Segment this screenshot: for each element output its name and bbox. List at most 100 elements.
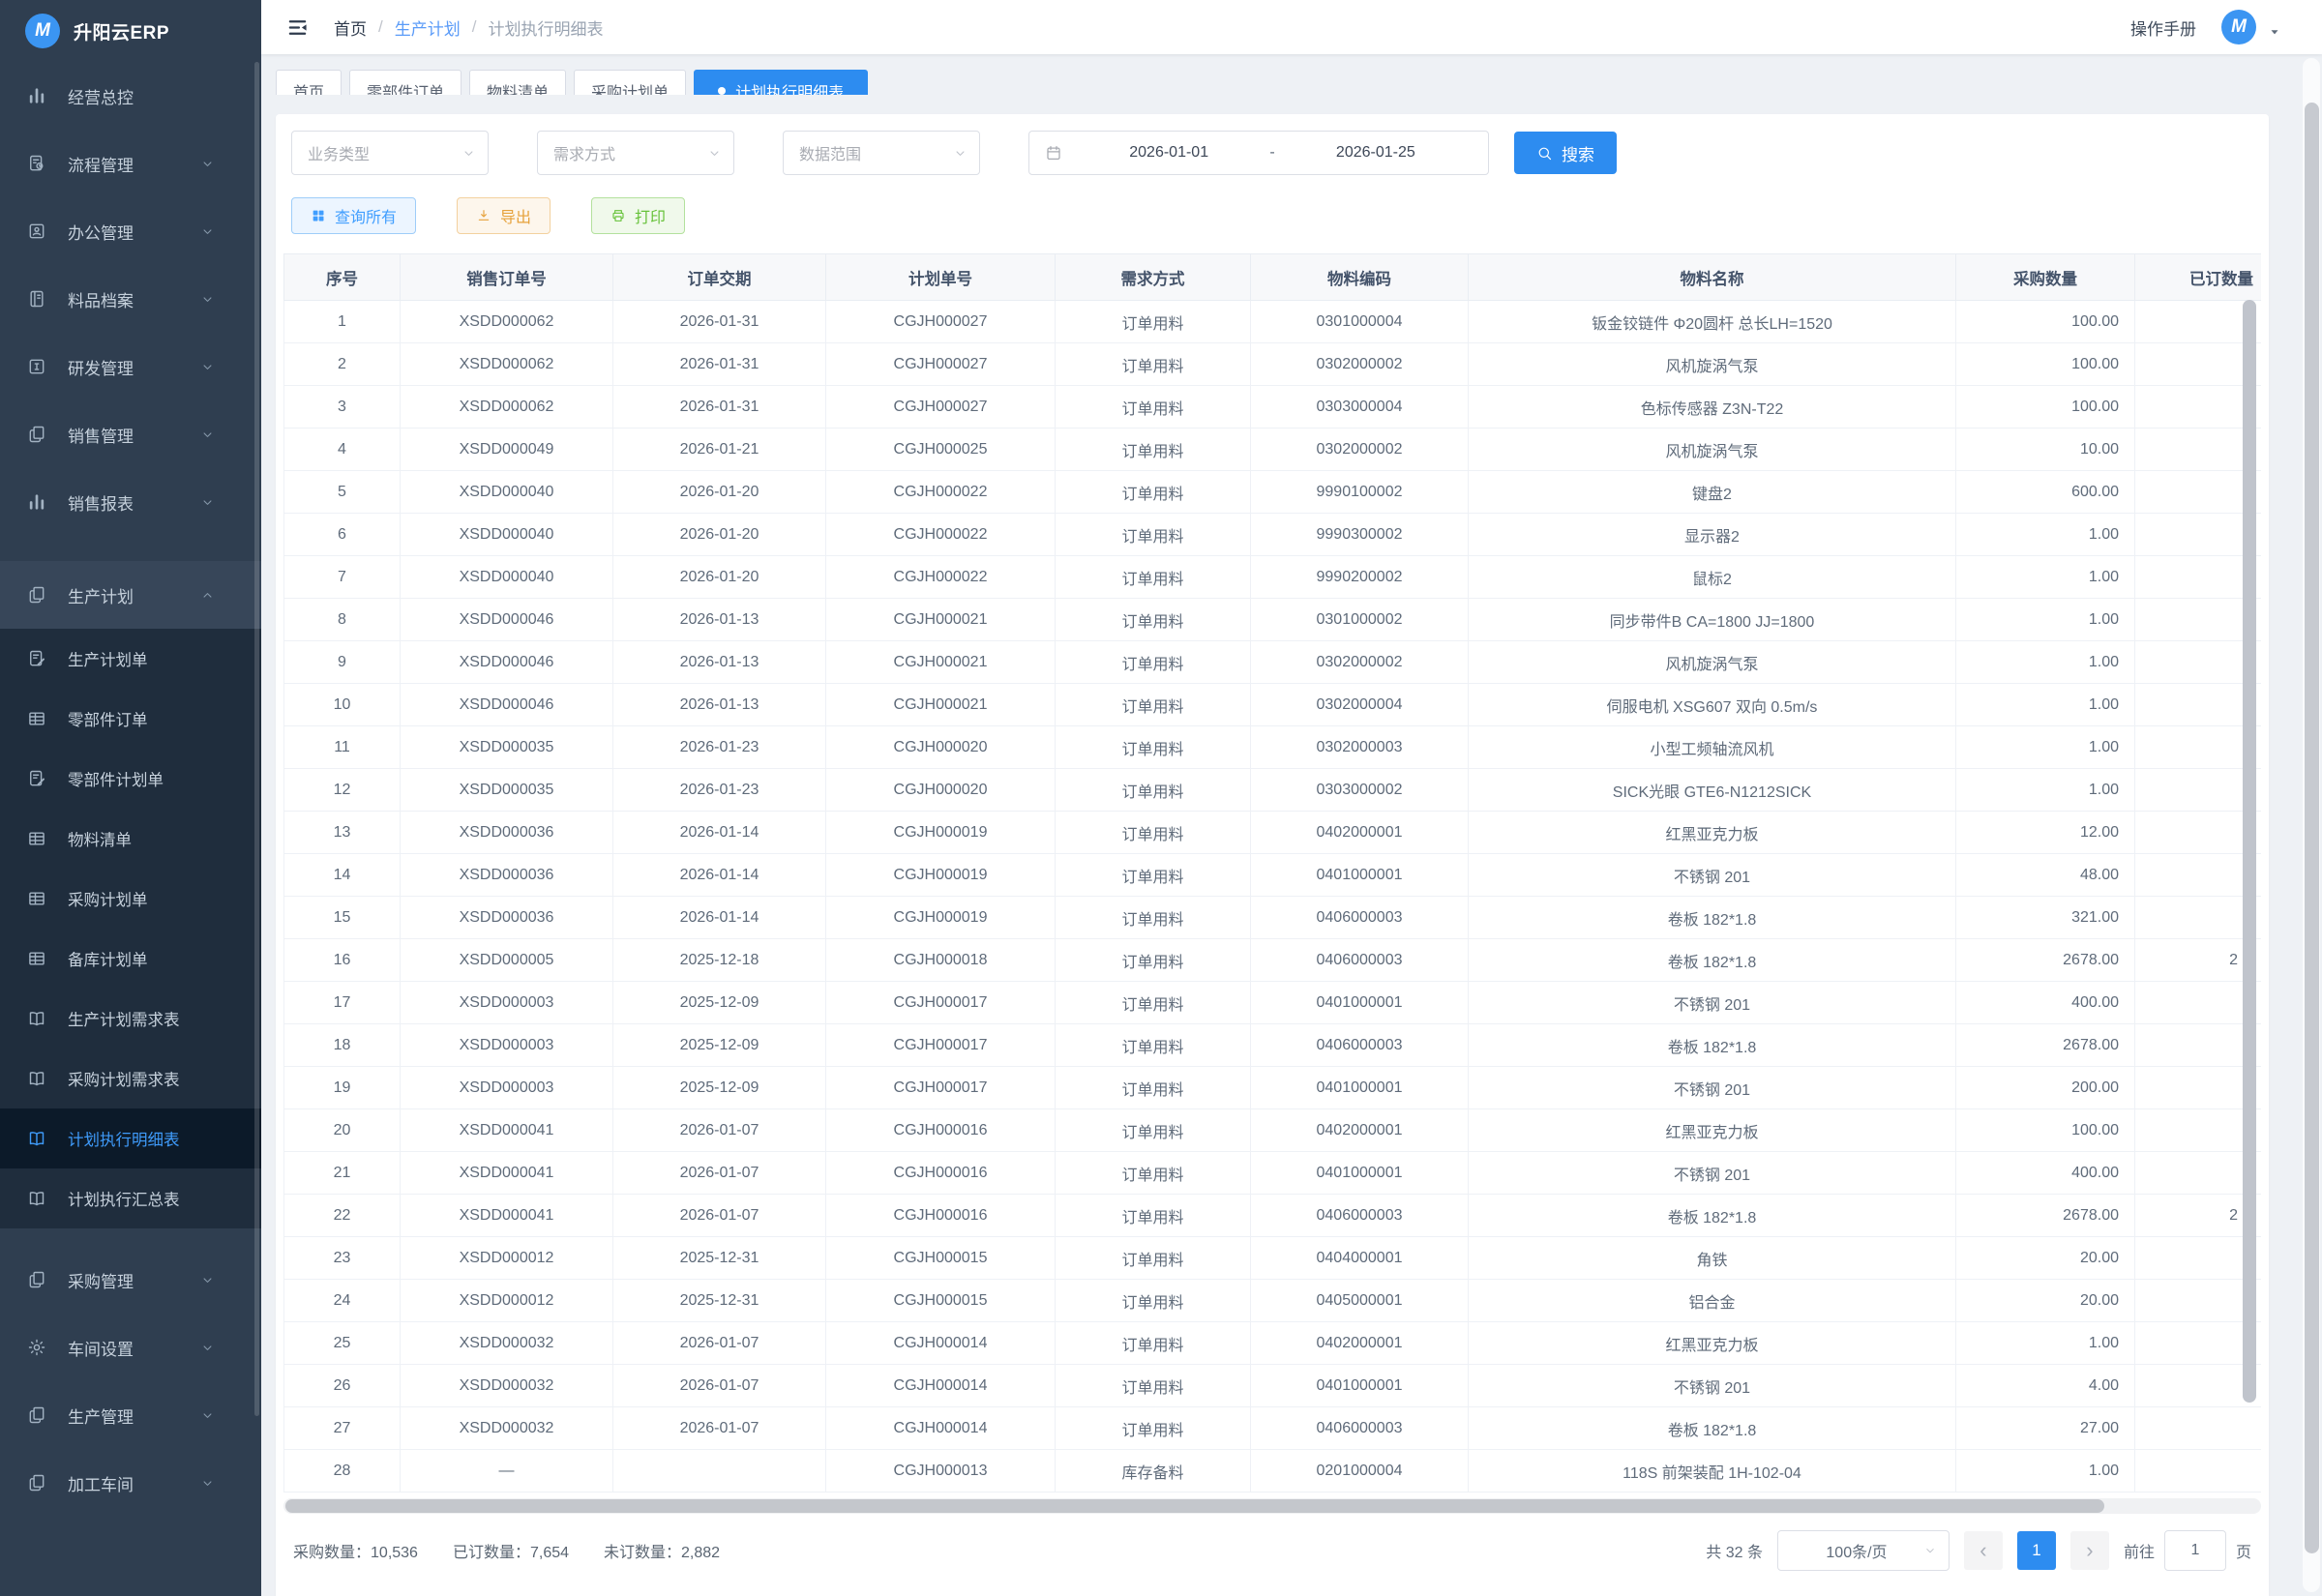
tab[interactable]: 零部件订单 [349,70,462,95]
sidebar-item[interactable]: 生产管理 [0,1381,261,1449]
table-cell: 订单用料 [1055,683,1251,726]
table-cell: XSDD000036 [400,853,613,897]
business-type-select[interactable]: 业务类型 [291,131,489,175]
sidebar-item[interactable]: 备库计划单 [0,929,261,989]
sidebar-item[interactable]: 办公管理 [0,197,261,265]
sidebar-item[interactable]: 生产计划单 [0,629,261,689]
avatar[interactable]: M [2221,10,2256,44]
sidebar-item-active[interactable]: 计划执行明细表 [0,1108,261,1168]
table-cell: 订单用料 [1055,725,1251,769]
tab[interactable]: 采购计划单 [574,70,687,95]
data-range-select[interactable]: 数据范围 [783,131,980,175]
table-cell: 2026-01-07 [612,1151,826,1195]
date-end-value[interactable]: 2026-01-25 [1335,144,1415,161]
download-icon [476,208,491,223]
table-cell: CGJH000016 [825,1151,1056,1195]
breadcrumb-separator: / [471,17,477,36]
goto-page-input[interactable] [2163,1530,2226,1571]
breadcrumb-item[interactable]: 首页 [334,19,367,39]
table-cell: CGJH000022 [825,513,1056,556]
sidebar-item[interactable]: 计划执行汇总表 [0,1168,261,1228]
table-cell: 0406000003 [1250,1406,1469,1450]
table-cell: CGJH000018 [825,938,1056,982]
sidebar-item[interactable]: 采购管理 [0,1246,261,1314]
tab[interactable]: 物料清单 [469,70,567,95]
table-cell: 1.00 [1955,1449,2135,1493]
sidebar-item[interactable]: 物料清单 [0,809,261,869]
sidebar-item[interactable]: 流程管理 [0,130,261,197]
date-range-picker[interactable]: 2026-01-01 - 2026-01-25 [1028,131,1489,175]
table-row: 19 XSDD000003 2025-12-09 CGJH000017 订单用料 0401… [283,1066,2261,1109]
page-scrollbar-thumb[interactable] [2304,103,2319,1553]
sidebar-item[interactable]: 生产计划需求表 [0,989,261,1049]
table-cell: XSDD000035 [400,725,613,769]
search-button[interactable]: 搜索 [1514,132,1617,174]
sidebar-item-label: 物料清单 [68,832,132,849]
demand-mode-select[interactable]: 需求方式 [537,131,734,175]
sidebar-item[interactable]: 料品档案 [0,265,261,333]
page-size-select[interactable]: 100条/页 [1776,1530,1950,1571]
query-all-button[interactable]: 查询所有 [291,197,417,234]
sidebar-item[interactable]: 加工车间 [0,1449,261,1517]
tab[interactable]: 首页 [276,70,342,95]
current-page-button[interactable]: 1 [2016,1531,2056,1570]
chart-icon [27,492,46,512]
table-cell: 2026-01-07 [612,1321,826,1365]
table-row: 15 XSDD000036 2026-01-14 CGJH000019 订单用料 0406… [283,896,2261,939]
table-row: 3 XSDD000062 2026-01-31 CGJH000027 订单用料 03030… [283,385,2261,429]
manual-link[interactable]: 操作手册 [2130,19,2196,39]
table-cell: 0302000003 [1250,725,1469,769]
sidebar-item[interactable]: 经营总控 [0,62,261,130]
table-vertical-scrollbar[interactable] [2243,300,2256,1403]
table-cell [2134,513,2261,556]
table-row: 1 XSDD000062 2026-01-31 CGJH000027 订单用料 03010… [283,300,2261,343]
table-cell: 红黑亚克力板 [1468,1108,1956,1152]
table-cell [612,1449,826,1493]
sidebar-scrollbar[interactable] [254,62,259,1416]
user-caret-icon[interactable] [2268,25,2281,39]
sidebar-item[interactable]: 销售管理 [0,400,261,468]
table-cell: 0401000001 [1250,981,1469,1024]
table-row: 17 XSDD000003 2025-12-09 CGJH000017 订单用料 0401… [283,981,2261,1024]
table-cell: 0201000004 [1250,1449,1469,1493]
table-cell: 订单用料 [1055,300,1251,343]
summary-stat-value: 10,536 [371,1545,418,1561]
select-placeholder: 数据范围 [799,147,862,163]
table-cell: XSDD000035 [400,768,613,812]
table-cell: 伺服电机 XSG607 双向 0.5m/s [1468,683,1956,726]
sidebar-item[interactable]: 销售报表 [0,468,261,536]
table-row: 8 XSDD000046 2026-01-13 CGJH000021 订单用料 03010… [283,598,2261,641]
print-button[interactable]: 打印 [591,197,686,234]
table-cell: 4 [283,428,401,471]
collapse-menu-icon[interactable] [286,16,309,39]
gear-icon [27,1338,46,1357]
sidebar-item[interactable]: 研发管理 [0,333,261,400]
breadcrumb-item[interactable]: 生产计划 [394,19,461,39]
tab-active[interactable]: 计划执行明细表 [694,70,869,95]
summary-stat: 已订数量：7,654 [453,1539,569,1562]
sidebar-item[interactable]: 零部件计划单 [0,749,261,809]
table-cell: 订单用料 [1055,428,1251,471]
table-cell: CGJH000019 [825,811,1056,854]
tab-label: 采购计划单 [591,85,670,95]
sidebar-item[interactable]: 采购计划需求表 [0,1049,261,1108]
table-cell: 卷板 182*1.8 [1468,1406,1956,1450]
next-page-button[interactable]: › [2069,1531,2109,1570]
sidebar-item[interactable]: 生产计划 [0,561,261,629]
horizontal-scroll-thumb[interactable] [285,1499,2104,1513]
sidebar-item-label: 销售管理 [68,427,134,446]
prev-page-button[interactable]: ‹ [1963,1531,2003,1570]
copy-icon [27,1405,46,1425]
sidebar-item[interactable]: 零部件订单 [0,689,261,749]
export-button[interactable]: 导出 [457,197,551,234]
table-cell: 2026-01-23 [612,768,826,812]
sidebar-item[interactable]: 车间设置 [0,1314,261,1381]
column-header: 销售订单号 [400,253,613,301]
date-start-value[interactable]: 2026-01-01 [1129,144,1209,161]
table-cell: 显示器2 [1468,513,1956,556]
table-cell: 22 [283,1194,401,1237]
sidebar-item[interactable]: 采购计划单 [0,869,261,929]
table-cell: 20.00 [1955,1279,2135,1322]
table-cell: 1.00 [1955,725,2135,769]
brand: M 升阳云ERP [0,0,261,62]
